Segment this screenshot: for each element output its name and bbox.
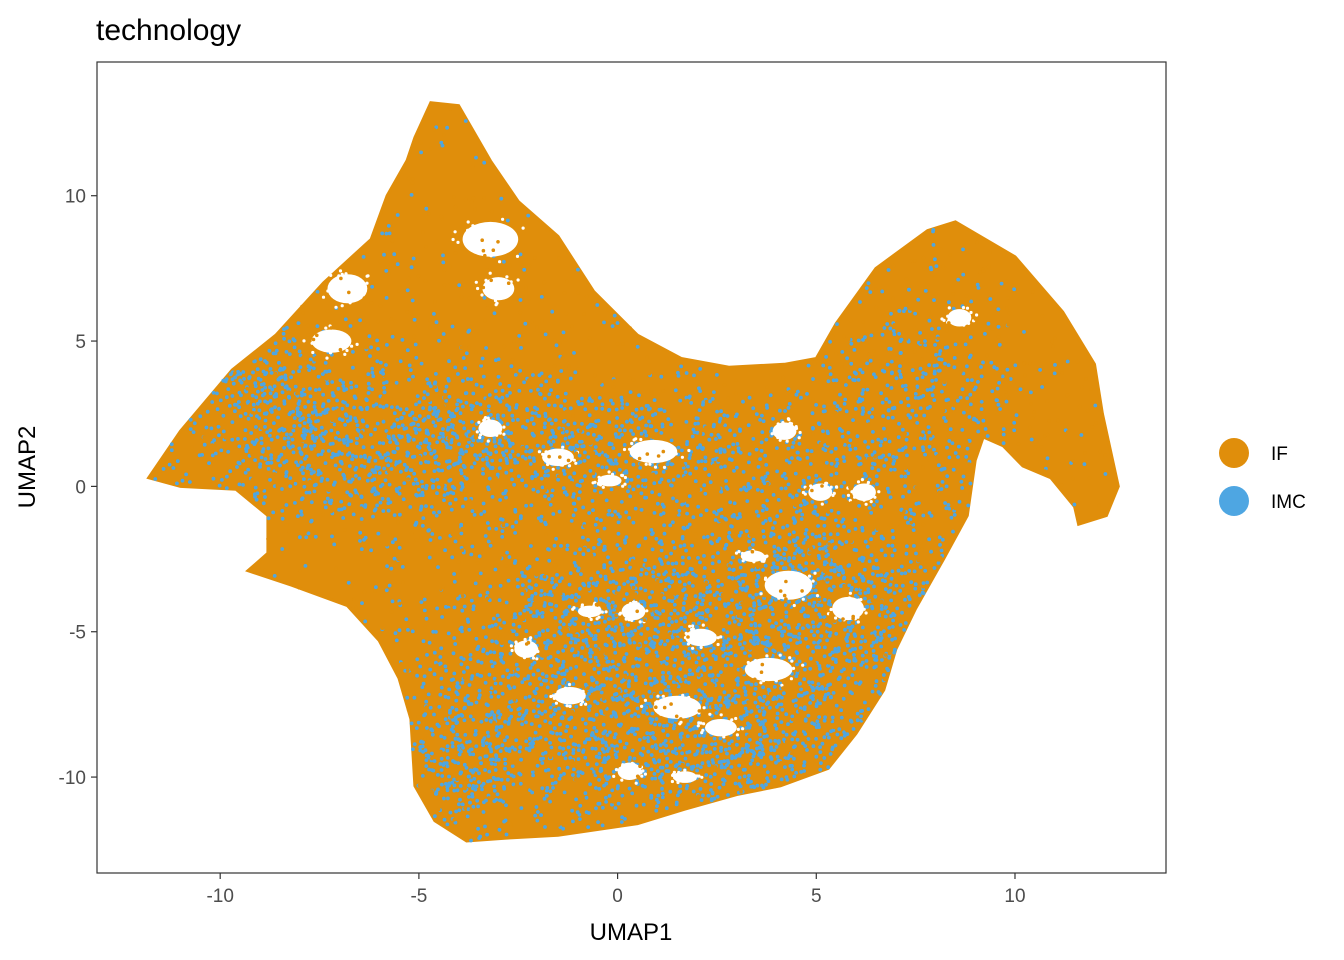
- x-tick-label: -5: [410, 886, 427, 907]
- y-axis: -10 -5 0 5 10: [59, 187, 97, 789]
- y-tick-label: -5: [69, 623, 86, 644]
- x-tick-label: 10: [1004, 886, 1025, 907]
- plot-panel-border: [96, 61, 1167, 874]
- legend-key-imc: [1219, 486, 1249, 516]
- legend-label-if: IF: [1271, 444, 1288, 465]
- legend: IF IMC: [1219, 438, 1306, 516]
- y-tick-label: 10: [65, 187, 86, 208]
- y-tick-label: 5: [75, 332, 86, 353]
- if-points: [190, 105, 1108, 840]
- x-tick-label: -10: [206, 886, 233, 907]
- sparse-gaps: [302, 217, 979, 785]
- chart-title: technology: [96, 14, 241, 47]
- y-axis-title: UMAP2: [14, 426, 41, 509]
- x-axis: -10 -5 0 5 10: [206, 873, 1026, 907]
- x-axis-title: UMAP1: [590, 919, 673, 946]
- y-tick-label: 0: [75, 477, 86, 498]
- legend-label-imc: IMC: [1271, 492, 1306, 513]
- y-tick-label: -10: [59, 768, 86, 789]
- x-tick-label: 0: [612, 886, 623, 907]
- point-cloud: [146, 101, 1120, 843]
- legend-key-if: [1219, 438, 1249, 468]
- x-tick-label: 5: [811, 886, 822, 907]
